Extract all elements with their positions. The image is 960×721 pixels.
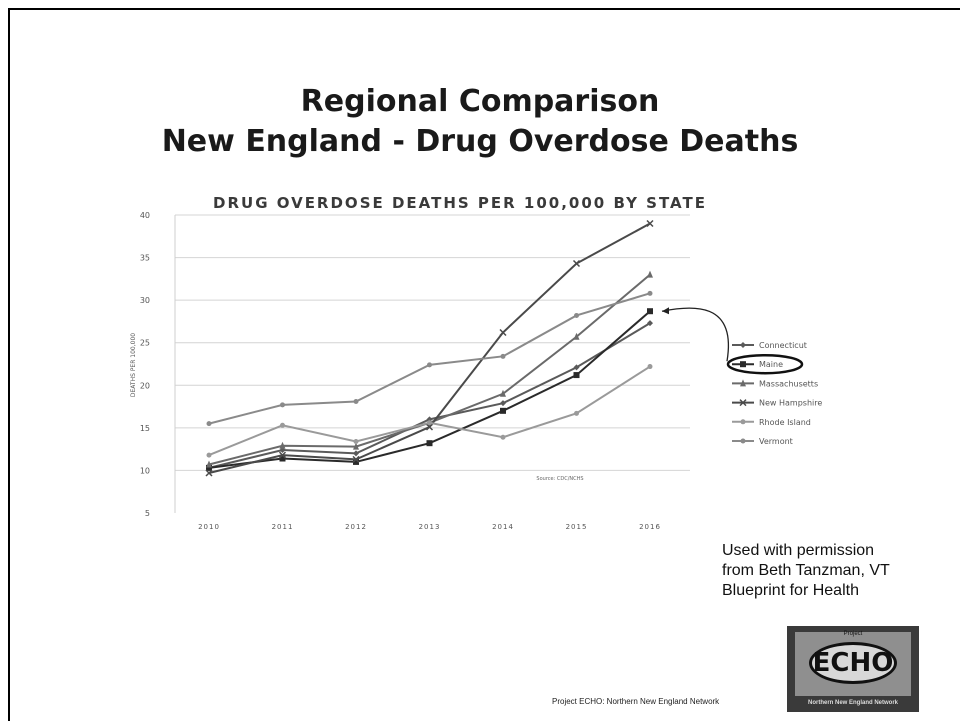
legend-label: Rhode Island — [759, 418, 811, 427]
data-point — [740, 379, 746, 387]
y-tick-label: 35 — [140, 254, 150, 263]
data-point — [206, 460, 212, 468]
y-tick-label: 20 — [140, 381, 150, 390]
y-tick-label: 25 — [140, 339, 150, 348]
data-point — [740, 419, 746, 425]
y-tick-label: 30 — [140, 296, 150, 305]
highlight-arrow — [661, 307, 730, 362]
data-point — [647, 308, 653, 315]
y-tick-label: 10 — [140, 466, 150, 475]
series-line — [208, 222, 651, 474]
y-tick-label: 5 — [145, 509, 150, 518]
highlight-arrowhead — [662, 307, 669, 315]
data-point — [647, 270, 653, 278]
slide-title-line2: New England - Drug Overdose Deaths — [161, 124, 799, 159]
data-point — [205, 469, 213, 477]
x-tick-label: 2010 — [198, 523, 220, 531]
data-point — [353, 442, 359, 450]
y-tick-label: 40 — [140, 211, 150, 220]
data-point — [500, 407, 506, 414]
x-tick-label: 2014 — [492, 523, 514, 531]
data-point — [647, 320, 653, 327]
legend-label: Connecticut — [759, 341, 807, 350]
y-tick-label: 15 — [140, 424, 150, 433]
data-point — [206, 421, 212, 427]
data-point — [279, 441, 286, 449]
credit-line1: Used with permission — [722, 542, 875, 559]
data-point — [739, 399, 747, 407]
logo-strip-text: Northern New England Network — [807, 700, 898, 706]
logo-oval: ECHO — [809, 642, 897, 684]
logo-main-text: ECHO — [812, 648, 894, 678]
data-point — [740, 438, 746, 444]
data-point — [740, 342, 746, 348]
x-tick-label: 2015 — [566, 523, 588, 531]
data-point — [500, 400, 506, 407]
data-point — [500, 353, 506, 359]
data-point — [573, 372, 580, 379]
legend-highlight-oval — [726, 353, 804, 375]
data-point — [647, 290, 653, 296]
data-point — [573, 364, 580, 371]
data-point — [740, 361, 746, 368]
data-point — [353, 458, 359, 465]
series-line — [208, 292, 651, 425]
data-point — [500, 389, 506, 397]
credit-line2: from Beth Tanzman, VT — [722, 562, 890, 579]
data-point — [352, 455, 360, 463]
x-tick-label: 2011 — [272, 523, 294, 531]
x-tick-label: 2013 — [419, 523, 441, 531]
credit-line3: Blueprint for Health — [722, 582, 859, 599]
footer-text: Project ECHO: Northern New England Netwo… — [552, 697, 720, 706]
y-axis-label: DEATHS PER 100,000 — [130, 333, 137, 397]
data-point — [279, 455, 286, 462]
x-tick-label: 2012 — [345, 523, 367, 531]
logo-panel: Project ECHO — [795, 631, 911, 696]
data-point — [574, 410, 579, 416]
data-point — [500, 434, 506, 440]
data-point — [647, 364, 653, 370]
legend-label: Vermont — [759, 437, 793, 446]
data-point — [572, 260, 581, 268]
data-point — [353, 398, 359, 404]
source-note: Source: CDC/NCHS — [536, 476, 583, 482]
x-tick-label: 2016 — [639, 523, 661, 531]
chart-title: DRUG OVERDOSE DEATHS PER 100,000 BY STAT… — [213, 194, 707, 212]
data-point — [206, 464, 212, 471]
data-point — [646, 219, 654, 228]
slide-frame — [8, 8, 960, 721]
data-point — [353, 438, 359, 444]
data-point — [427, 420, 432, 426]
data-point — [426, 440, 433, 447]
permission-credit: Used with permission from Beth Tanzman, … — [722, 541, 932, 601]
data-point — [280, 422, 285, 428]
data-point — [573, 332, 580, 340]
legend-label: New Hampshire — [759, 399, 822, 408]
data-point — [353, 450, 359, 457]
data-point — [280, 402, 285, 408]
slide-title: Regional Comparison New England - Drug O… — [0, 82, 960, 162]
data-point — [278, 451, 287, 459]
data-point — [425, 423, 434, 431]
echo-logo: Project ECHO Northern New England Networ… — [787, 626, 919, 712]
legend-label: Maine — [759, 360, 783, 369]
logo-small-text: Project — [843, 631, 863, 637]
data-point — [499, 328, 507, 337]
legend-label: Massachusetts — [759, 379, 818, 388]
data-point — [574, 312, 579, 318]
data-point — [206, 452, 212, 458]
data-point — [427, 362, 432, 368]
slide-title-line1: Regional Comparison — [300, 84, 660, 119]
